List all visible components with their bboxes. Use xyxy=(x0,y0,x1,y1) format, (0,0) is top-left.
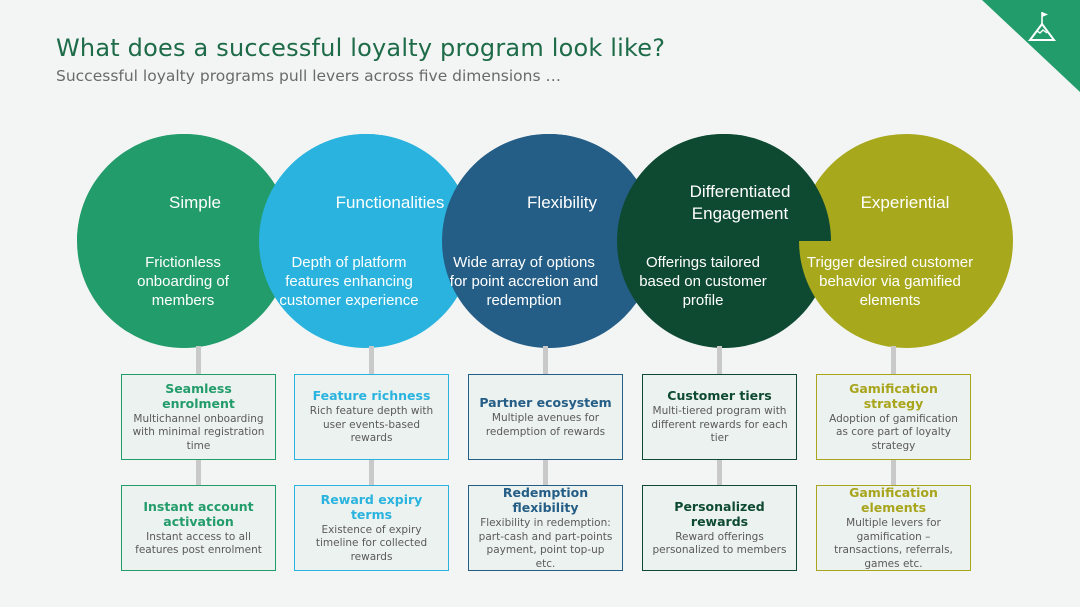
card-connector xyxy=(369,460,374,485)
dimension-card: Personalized rewards Reward offerings per… xyxy=(642,485,797,571)
card-title: Feature richness xyxy=(312,388,431,404)
card-title: Instant account activation xyxy=(143,498,254,529)
dimension-card: Instant account activation Instant access… xyxy=(121,485,276,571)
card-title: Reward expiry terms xyxy=(320,491,423,522)
dimension-circle-overlap xyxy=(442,134,656,241)
card-title: Redemption flexibility xyxy=(502,485,589,515)
dimension-circle xyxy=(77,134,291,348)
card-connector xyxy=(891,346,896,374)
card-connector xyxy=(196,460,201,485)
dimension-card: Gamification elements Multiple levers for… xyxy=(816,485,971,571)
dimension-description: Frictionless onboarding of members xyxy=(137,254,229,309)
card-description: Multiple levers for gamification – trans… xyxy=(834,517,953,570)
dimension-circle xyxy=(799,134,1013,348)
page-title: What does a successful loyalty program l… xyxy=(56,34,666,62)
page-subtitle: Successful loyalty programs pull levers … xyxy=(56,67,561,85)
dimension-title: Flexibility xyxy=(527,193,597,212)
card-description: Multi-tiered program with different rewa… xyxy=(651,405,788,445)
card-description: Adoption of gamification as core part of… xyxy=(829,412,958,452)
dimension-title: Differentiated Engagement xyxy=(689,182,791,223)
dimension-circle xyxy=(617,134,831,348)
card-title: Seamless enrolment xyxy=(162,380,235,411)
card-title: Gamification elements xyxy=(849,485,938,515)
card-connector xyxy=(543,460,548,485)
dimension-title: Experiential xyxy=(860,193,950,212)
dimension-card: Seamless enrolment Multichannel onboardin… xyxy=(121,374,276,460)
dimension-description: Wide array of options for point accretio… xyxy=(449,254,599,309)
dimension-card: Reward expiry terms Existence of expiry t… xyxy=(294,485,449,571)
card-description: Flexibility in redemption: part-cash and… xyxy=(478,517,613,570)
card-connector xyxy=(369,346,374,374)
dimension-description: Trigger desired customer behavior via ga… xyxy=(806,254,974,309)
card-connector xyxy=(717,346,722,374)
card-description: Rich feature depth with user events-base… xyxy=(309,405,434,445)
dimension-card: Partner ecosystem Multiple avenues for re… xyxy=(468,374,623,460)
card-connector xyxy=(891,460,896,485)
card-title: Partner ecosystem xyxy=(479,395,612,410)
card-description: Existence of expiry timeline for collect… xyxy=(315,523,428,563)
dimension-title: Functionalities xyxy=(335,193,445,212)
card-description: Instant access to all features post enro… xyxy=(135,530,262,557)
dimension-circle-overlap xyxy=(77,134,291,241)
card-title: Gamification strategy xyxy=(849,380,938,411)
dimension-card: Gamification strategy Adoption of gamific… xyxy=(816,374,971,460)
card-description: Multiple avenues for redemption of rewar… xyxy=(485,412,606,438)
card-connector xyxy=(196,346,201,374)
card-title: Customer tiers xyxy=(667,388,772,404)
dimension-circle xyxy=(442,134,656,348)
card-description: Reward offerings personalized to members xyxy=(652,530,787,557)
dimension-card: Feature richness Rich feature depth with … xyxy=(294,374,449,460)
mountain-flag-icon xyxy=(982,0,1080,92)
dimension-description: Offerings tailored based on customer pro… xyxy=(639,254,767,309)
dimension-card: Redemption flexibility Flexibility in red… xyxy=(468,485,623,571)
card-connector xyxy=(543,346,548,374)
card-connector xyxy=(717,460,722,485)
dimension-card: Customer tiers Multi-tiered program with … xyxy=(642,374,797,460)
dimension-title: Simple xyxy=(169,193,221,212)
card-description: Multichannel onboarding with minimal reg… xyxy=(132,412,265,452)
dimension-description: Depth of platform features enhancing cus… xyxy=(279,254,419,309)
card-title: Personalized rewards xyxy=(674,498,765,529)
dimension-circle xyxy=(259,134,473,348)
dimension-circle-overlap xyxy=(259,134,473,241)
